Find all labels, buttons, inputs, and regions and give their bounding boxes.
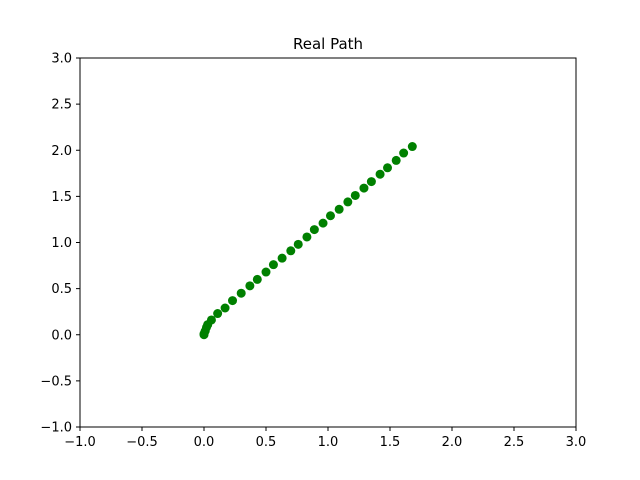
- y-tick-label: −1.0: [40, 421, 72, 436]
- axis-ticks: −1.0 −0.5 0.0 0.5 1.0 1.5 2.0 2.5 3.0 −1.0 −0.5 0.0…: [40, 52, 586, 451]
- data-point: [407, 142, 417, 152]
- data-point: [228, 296, 238, 306]
- data-point: [383, 163, 393, 173]
- data-point: [391, 155, 401, 165]
- data-point: [325, 211, 335, 221]
- y-tick-label: 2.5: [51, 98, 72, 113]
- x-tick-label: 2.0: [442, 435, 463, 450]
- data-point: [286, 246, 296, 256]
- data-point: [309, 225, 319, 235]
- y-tick-label: 1.0: [51, 236, 72, 251]
- data-point: [252, 274, 262, 284]
- data-point: [318, 218, 328, 228]
- data-point: [343, 197, 353, 207]
- data-point: [350, 190, 360, 200]
- y-tick-label: 2.0: [51, 144, 72, 159]
- data-point: [261, 267, 271, 277]
- data-point: [302, 232, 312, 242]
- data-point: [268, 260, 278, 270]
- y-tick-label: −0.5: [40, 374, 72, 389]
- x-tick-label: 0.0: [194, 435, 215, 450]
- x-tick-label: −0.5: [126, 435, 158, 450]
- data-point: [236, 288, 246, 298]
- data-point: [293, 239, 303, 249]
- x-tick-label: 0.5: [256, 435, 277, 450]
- x-tick-label: 2.5: [504, 435, 525, 450]
- data-point: [375, 169, 385, 179]
- x-tick-label: 1.5: [380, 435, 401, 450]
- data-point: [359, 183, 369, 193]
- x-tick-label: 3.0: [566, 435, 587, 450]
- data-point: [245, 281, 255, 291]
- data-point: [399, 148, 409, 158]
- data-point: [366, 177, 376, 187]
- data-points: [199, 142, 417, 340]
- x-tick-label: −1.0: [64, 435, 96, 450]
- axes-frame: [79, 57, 577, 428]
- x-tick-label: 1.0: [318, 435, 339, 450]
- y-tick-label: 0.0: [51, 328, 72, 343]
- y-tick-label: 1.5: [51, 190, 72, 205]
- chart-title: Real Path: [293, 35, 363, 53]
- data-point: [213, 309, 223, 319]
- y-tick-label: 3.0: [51, 52, 72, 67]
- data-point: [277, 253, 287, 263]
- data-point: [334, 204, 344, 214]
- y-tick-label: 0.5: [51, 282, 72, 297]
- data-point: [206, 315, 216, 325]
- data-point: [220, 303, 230, 313]
